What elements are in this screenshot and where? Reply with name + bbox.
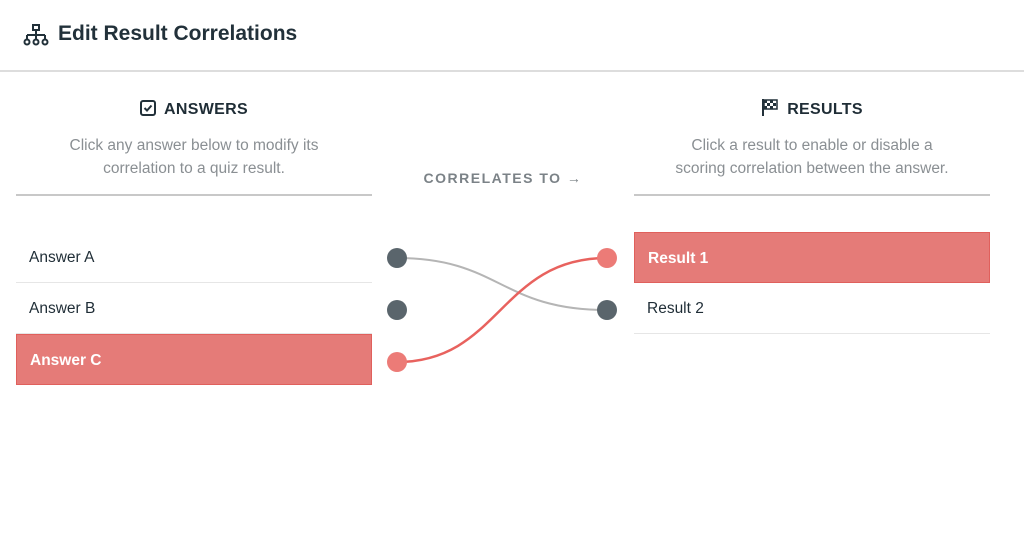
result-item-1[interactable]: Result 1	[634, 232, 990, 283]
answers-column: ANSWERS Click any answer below to modify…	[16, 96, 372, 385]
answer-item-a[interactable]: Answer A	[16, 232, 372, 283]
answer-c-node[interactable]	[387, 352, 407, 372]
answer-b-node[interactable]	[387, 300, 407, 320]
page-header: Edit Result Correlations	[0, 0, 1024, 72]
results-heading-text: RESULTS	[787, 101, 863, 118]
results-column: RESULTS Click a result to enable or disa…	[634, 96, 990, 334]
checkered-flag-icon	[762, 99, 778, 116]
desc-line: Click a result to enable or disable a	[691, 137, 933, 154]
link-answer-a-result-2	[396, 257, 608, 311]
answers-list: Answer A Answer B Answer C	[16, 232, 372, 385]
answers-heading: ANSWERS	[16, 96, 372, 124]
desc-line: scoring correlation between the answer.	[675, 160, 949, 177]
link-answer-c-result-1	[396, 256, 608, 364]
desc-line: correlation to a quiz result.	[103, 160, 285, 177]
page-title: Edit Result Correlations	[58, 22, 298, 45]
result-item-2[interactable]: Result 2	[634, 283, 990, 334]
answer-a-node[interactable]	[387, 248, 407, 268]
answers-heading-text: ANSWERS	[164, 101, 248, 118]
answer-item-c[interactable]: Answer C	[16, 334, 372, 385]
sitemap-icon	[23, 24, 49, 46]
result-1-node[interactable]	[597, 248, 617, 268]
results-list: Result 1 Result 2	[634, 232, 990, 334]
answers-description: Click any answer below to modify its corr…	[16, 134, 372, 196]
correlates-to-label: CORRELATES TO →	[423, 170, 583, 186]
checkbox-icon	[140, 100, 157, 116]
results-description: Click a result to enable or disable a sco…	[634, 134, 990, 196]
results-heading: RESULTS	[634, 96, 990, 124]
desc-line: Click any answer below to modify its	[69, 137, 319, 154]
result-2-node[interactable]	[597, 300, 617, 320]
answer-item-b[interactable]: Answer B	[16, 283, 372, 334]
